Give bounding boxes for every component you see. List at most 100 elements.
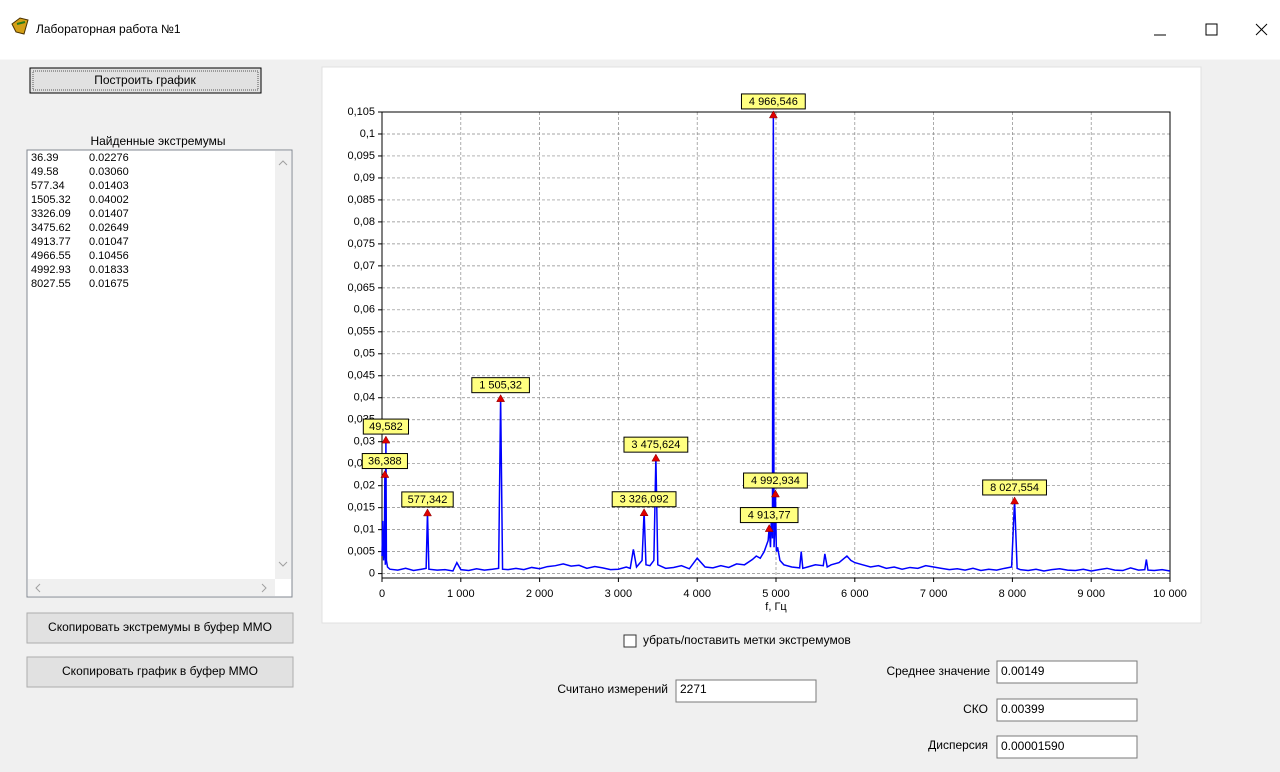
extremum-marker bbox=[764, 524, 774, 532]
annotation-box bbox=[623, 436, 689, 453]
list-cell: 8027.55 bbox=[31, 278, 71, 290]
y-tick-label: 0,105 bbox=[347, 106, 375, 118]
count-field[interactable] bbox=[675, 679, 817, 703]
y-tick-label: 0,095 bbox=[347, 150, 375, 162]
scroll-left-arrow[interactable] bbox=[35, 583, 41, 593]
field-value: 0.00149 bbox=[1001, 664, 1045, 678]
annotation-label: 3 326,092 bbox=[620, 494, 669, 506]
annotation-label: 4 913,77 bbox=[748, 509, 791, 521]
variance-field[interactable] bbox=[996, 735, 1138, 759]
y-tick-label: 0,06 bbox=[354, 304, 375, 316]
annotation-label: 4 992,934 bbox=[751, 475, 800, 487]
extremum-marker bbox=[651, 453, 661, 462]
annotation-label: 49,582 bbox=[369, 421, 403, 433]
checkbox-label: убрать/поставить метки экстремумов bbox=[643, 633, 851, 647]
chart: 00,0050,010,0150,020,0250,030,0350,040,0… bbox=[347, 93, 1187, 613]
annotation-box bbox=[982, 479, 1047, 496]
list-cell: 577.34 bbox=[31, 180, 65, 192]
y-tick-label: 0,03 bbox=[354, 436, 375, 448]
vertical-scrollbar[interactable] bbox=[275, 151, 291, 579]
copy-extrema-button[interactable]: Скопировать экстремумы в буфер MMO bbox=[26, 612, 294, 644]
x-tick-label: 10 000 bbox=[1153, 588, 1187, 600]
scroll-up-arrow[interactable] bbox=[278, 160, 288, 166]
title-bar bbox=[0, 0, 1280, 60]
list-cell: 0.04002 bbox=[89, 194, 129, 206]
list-cell: 3326.09 bbox=[31, 208, 71, 220]
list-cell: 0.01407 bbox=[89, 208, 129, 220]
extremum-marker bbox=[496, 394, 506, 402]
y-tick-label: 0,08 bbox=[354, 216, 375, 228]
x-axis-title: f, Гц bbox=[765, 601, 787, 613]
x-tick-label: 2 000 bbox=[526, 588, 554, 600]
annotation-label: 4 966,546 bbox=[749, 96, 798, 108]
mean-field[interactable] bbox=[996, 660, 1138, 684]
list-cell: 4992.93 bbox=[31, 264, 71, 276]
annotation-box bbox=[401, 491, 454, 508]
y-tick-label: 0,09 bbox=[354, 172, 375, 184]
y-tick-label: 0,1 bbox=[360, 128, 375, 140]
list-cell: 36.39 bbox=[31, 152, 59, 164]
annotation-box bbox=[740, 93, 806, 110]
scroll-down-arrow[interactable] bbox=[278, 561, 288, 567]
y-tick-label: 0,055 bbox=[347, 326, 375, 338]
horizontal-scrollbar[interactable] bbox=[28, 579, 275, 596]
y-tick-label: 0,075 bbox=[347, 238, 375, 250]
window-title: Лабораторная работа №1 bbox=[36, 22, 181, 36]
copy-chart-button[interactable]: Скопировать график в буфер MMO bbox=[26, 656, 294, 688]
x-tick-label: 6 000 bbox=[841, 588, 869, 600]
y-tick-label: 0,04 bbox=[354, 392, 375, 404]
app-icon bbox=[11, 17, 29, 35]
y-tick-label: 0,07 bbox=[354, 260, 375, 272]
list-cell: 0.02276 bbox=[89, 152, 129, 164]
field-label: Считано измерений bbox=[557, 682, 668, 696]
list-cell: 0.01047 bbox=[89, 236, 129, 248]
y-tick-label: 0,01 bbox=[354, 524, 375, 536]
y-tick-label: 0,005 bbox=[347, 546, 375, 558]
field-value: 2271 bbox=[680, 682, 707, 696]
std-field[interactable] bbox=[996, 698, 1138, 722]
extremum-marker bbox=[381, 435, 391, 444]
field-label: Среднее значение bbox=[886, 664, 990, 678]
chart-panel bbox=[321, 66, 1202, 624]
extremum-marker bbox=[771, 489, 780, 498]
build-button[interactable]: Построить график bbox=[29, 67, 262, 94]
field-label: Дисперсия bbox=[928, 738, 988, 752]
list-cell: 3475.62 bbox=[31, 222, 71, 234]
button-label: Скопировать график в буфер MMO bbox=[62, 664, 258, 678]
list-cell: 0.01403 bbox=[89, 180, 129, 192]
y-tick-label: 0,085 bbox=[347, 194, 375, 206]
list-cell: 1505.32 bbox=[31, 194, 71, 206]
list-cell: 4966.55 bbox=[31, 250, 71, 262]
x-tick-label: 9 000 bbox=[1077, 588, 1105, 600]
list-cell: 0.02649 bbox=[89, 222, 129, 234]
extremum-marker bbox=[768, 110, 778, 119]
maximize-button[interactable] bbox=[1205, 23, 1218, 36]
close-button[interactable] bbox=[1255, 23, 1268, 36]
annotation-label: 3 475,624 bbox=[631, 439, 680, 451]
plot-frame bbox=[381, 111, 1171, 579]
extrema-labels-checkbox[interactable] bbox=[623, 634, 637, 648]
annotation-label: 577,342 bbox=[408, 494, 448, 506]
annotation-box bbox=[739, 507, 799, 524]
y-tick-label: 0,045 bbox=[347, 370, 375, 382]
annotation-box bbox=[362, 418, 410, 435]
extrema-listbox[interactable]: 36.39 0.02276 49.58 0.03060 577.34 0.01403 150… bbox=[26, 149, 293, 598]
list-cell: 0.10456 bbox=[89, 250, 129, 262]
list-cell: 0.01833 bbox=[89, 264, 129, 276]
extremum-marker bbox=[1010, 496, 1020, 505]
list-cell: 49.58 bbox=[31, 166, 59, 178]
field-value: 0.00001590 bbox=[1001, 739, 1065, 753]
extremum-marker bbox=[423, 508, 432, 517]
annotation-label: 1 505,32 bbox=[479, 380, 522, 392]
x-tick-label: 1 000 bbox=[447, 588, 475, 600]
x-tick-label: 0 bbox=[379, 588, 385, 600]
list-cell: 4913.77 bbox=[31, 236, 71, 248]
x-tick-label: 8 000 bbox=[999, 588, 1027, 600]
x-tick-label: 5 000 bbox=[762, 588, 790, 600]
x-tick-label: 7 000 bbox=[920, 588, 948, 600]
button-label: Построить график bbox=[94, 73, 196, 87]
extremum-marker bbox=[639, 508, 649, 516]
scroll-right-arrow[interactable] bbox=[261, 583, 267, 593]
